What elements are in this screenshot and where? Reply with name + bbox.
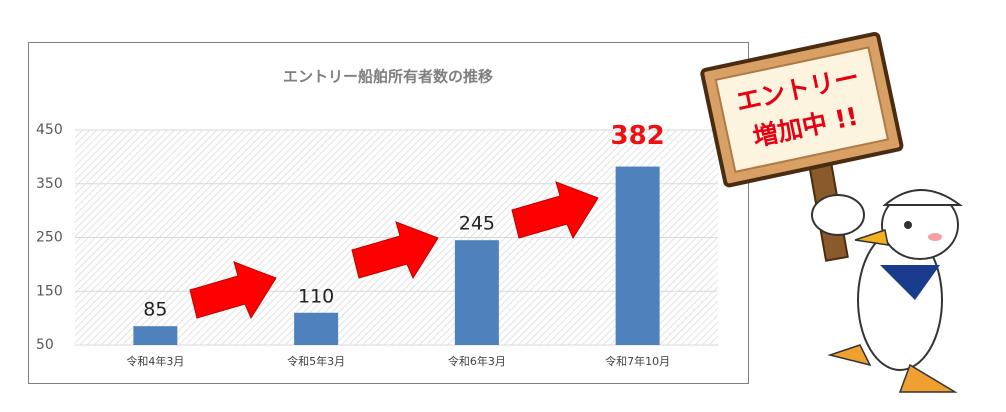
bar	[133, 326, 178, 345]
y-tick-label: 350	[36, 176, 63, 192]
y-tick-label: 450	[36, 122, 63, 138]
value-label: 245	[459, 213, 495, 235]
value-label: 85	[143, 299, 167, 321]
chart-layer: 50 150 250 350 450 令和4年3月 85 令和5年3月 110 令和6年3月 245…	[36, 121, 718, 368]
value-label: 110	[298, 285, 334, 307]
y-tick-label: 150	[36, 283, 63, 299]
x-tick-label: 令和4年3月	[126, 354, 184, 368]
x-tick-label: 令和7年10月	[605, 354, 670, 368]
mascot: エントリー 増加中 !!	[700, 31, 964, 393]
chart-title: エントリー船舶所有者数の推移	[283, 68, 493, 86]
x-tick-label: 令和6年3月	[448, 354, 506, 368]
bar	[454, 240, 499, 345]
bar	[615, 166, 660, 345]
y-tick-label: 50	[36, 337, 54, 353]
x-tick-label: 令和5年3月	[287, 354, 345, 368]
bar	[294, 312, 339, 345]
arrows	[189, 181, 599, 320]
value-label: 382	[610, 121, 664, 151]
y-tick-label: 250	[36, 230, 63, 246]
